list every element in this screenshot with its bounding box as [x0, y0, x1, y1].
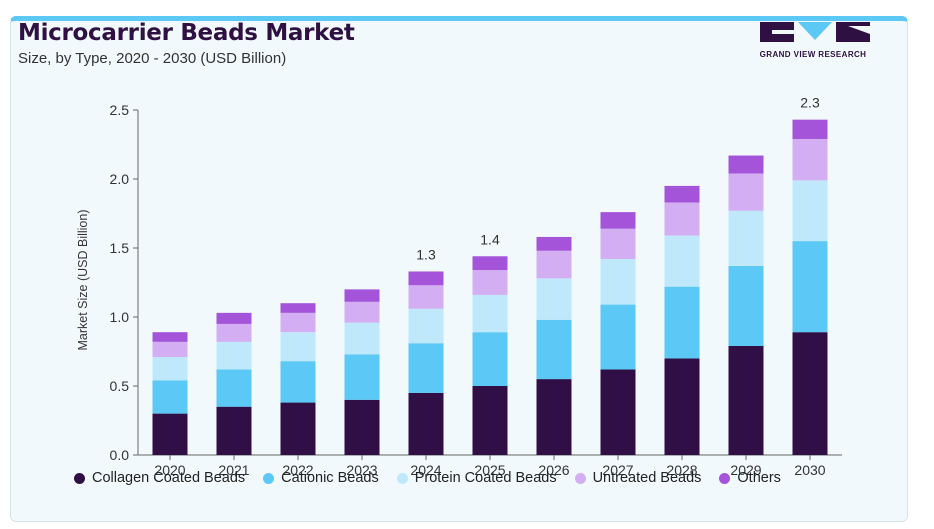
bar-segment-2029-s3: [728, 173, 764, 211]
bar-segment-2025-s2: [472, 294, 508, 333]
bar-segment-2029-s4: [728, 155, 764, 174]
bar-segment-2020-s2: [152, 357, 188, 381]
y-axis-label: Market Size (USD Billion): [76, 209, 90, 350]
legend-item: Others: [719, 470, 781, 486]
bar-segment-2027-s1: [600, 304, 636, 370]
bar-segment-2020-s0: [152, 413, 188, 455]
bar-segment-2029-s0: [728, 345, 764, 455]
bar-segment-2030-s2: [792, 180, 828, 242]
x-tick-label: 2029: [730, 462, 761, 478]
bar-segment-2020-s4: [152, 332, 188, 342]
bar-segment-2021-s2: [216, 341, 252, 370]
bar-segment-2030-s1: [792, 241, 828, 333]
brand-logo: GRAND VIEW RESEARCH: [750, 20, 876, 60]
legend-label: Collagen Coated Beads: [92, 470, 246, 486]
bar-segment-2021-s1: [216, 369, 252, 407]
bar-segment-2028-s1: [664, 286, 700, 359]
bar-segment-2026-s4: [536, 236, 572, 251]
bar-segment-2029-s1: [728, 265, 764, 346]
x-tick-label: 2024: [410, 462, 441, 478]
bar-segment-2025-s4: [472, 256, 508, 271]
x-tick-label: 2028: [666, 462, 697, 478]
bar-segment-2023-s2: [344, 322, 380, 355]
legend-item: Cationic Beads: [263, 470, 379, 486]
bar-segment-2024-s1: [408, 343, 444, 393]
x-tick-label: 2027: [602, 462, 633, 478]
x-tick-label: 2020: [154, 462, 185, 478]
bar-segment-2023-s1: [344, 354, 380, 400]
y-tick-label: 0.0: [110, 447, 130, 463]
chart-subtitle: Size, by Type, 2020 - 2030 (USD Billion): [18, 50, 287, 67]
chart-title: Microcarrier Beads Market: [18, 20, 355, 46]
x-tick-label: 2026: [538, 462, 569, 478]
bar-segment-2027-s2: [600, 259, 636, 305]
bar-segment-2025-s0: [472, 386, 508, 455]
y-tick-label: 2.5: [110, 102, 130, 118]
bar-segment-2028-s4: [664, 185, 700, 203]
bar-segment-2024-s3: [408, 285, 444, 309]
logo-text: GRAND VIEW RESEARCH: [759, 50, 867, 59]
bar-segment-2028-s0: [664, 358, 700, 455]
bar-segment-2029-s2: [728, 210, 764, 266]
bar-segment-2022-s2: [280, 332, 316, 362]
y-tick-label: 2.0: [110, 171, 130, 187]
bar-segment-2026-s2: [536, 278, 572, 320]
bar-segment-2021-s3: [216, 323, 252, 342]
y-tick-label: 0.5: [110, 378, 130, 394]
x-tick-label: 2023: [346, 462, 377, 478]
bar-segment-2030-s3: [792, 138, 828, 181]
bar-segment-2026-s0: [536, 379, 572, 455]
legend-swatch: [74, 472, 85, 484]
legend-label: Untreated Beads: [592, 470, 702, 486]
bar-segment-2024-s0: [408, 392, 444, 455]
legend-label: Cationic Beads: [281, 470, 379, 486]
bar-segment-2028-s3: [664, 202, 700, 236]
bar-segment-2025-s3: [472, 270, 508, 295]
bar-segment-2027-s4: [600, 212, 636, 229]
data-label-2024: 1.3: [416, 246, 436, 262]
x-tick-label: 2025: [474, 462, 505, 478]
data-label-2025: 1.4: [480, 231, 500, 247]
bar-segment-2025-s1: [472, 332, 508, 386]
data-label-2030: 2.3: [800, 95, 820, 111]
legend-swatch: [574, 472, 586, 484]
legend: Collagen Coated Beads Cationic Beads Prote…: [74, 470, 781, 486]
bar-segment-2024-s4: [408, 271, 444, 286]
y-tick-label: 1.0: [110, 309, 130, 325]
bar-segment-2026-s1: [536, 319, 572, 380]
bar-segment-2024-s2: [408, 308, 444, 344]
x-tick-label: 2030: [794, 462, 825, 478]
bar-segment-2030-s0: [792, 332, 828, 455]
legend-swatch: [263, 472, 275, 484]
logo-mark-icon: [760, 22, 870, 42]
legend-item: Protein Coated Beads: [396, 470, 557, 486]
bar-segment-2027-s0: [600, 369, 636, 455]
x-tick-label: 2022: [282, 462, 313, 478]
bar-segment-2026-s3: [536, 250, 572, 279]
legend-swatch: [719, 472, 731, 484]
y-tick-label: 1.5: [110, 240, 130, 256]
bar-segment-2023-s4: [344, 289, 380, 302]
bar-segment-2030-s4: [792, 119, 828, 139]
bar-segment-2022-s1: [280, 361, 316, 403]
x-tick-label: 2021: [218, 462, 249, 478]
legend-item: Untreated Beads: [574, 470, 702, 486]
bar-segment-2023-s3: [344, 301, 380, 323]
legend-item: Collagen Coated Beads: [74, 470, 245, 486]
legend-label: Protein Coated Beads: [414, 470, 557, 486]
bar-segment-2020-s1: [152, 380, 188, 414]
bar-segment-2021-s0: [216, 406, 252, 455]
bar-segment-2022-s4: [280, 303, 316, 313]
legend-label: Others: [737, 470, 781, 486]
bar-segment-2023-s0: [344, 399, 380, 455]
bar-segment-2020-s3: [152, 341, 188, 358]
bar-segment-2027-s3: [600, 228, 636, 260]
bar-segment-2021-s4: [216, 312, 252, 324]
bar-segment-2022-s0: [280, 402, 316, 455]
bar-segment-2028-s2: [664, 235, 700, 287]
bar-segment-2022-s3: [280, 312, 316, 333]
legend-swatch: [396, 472, 408, 484]
